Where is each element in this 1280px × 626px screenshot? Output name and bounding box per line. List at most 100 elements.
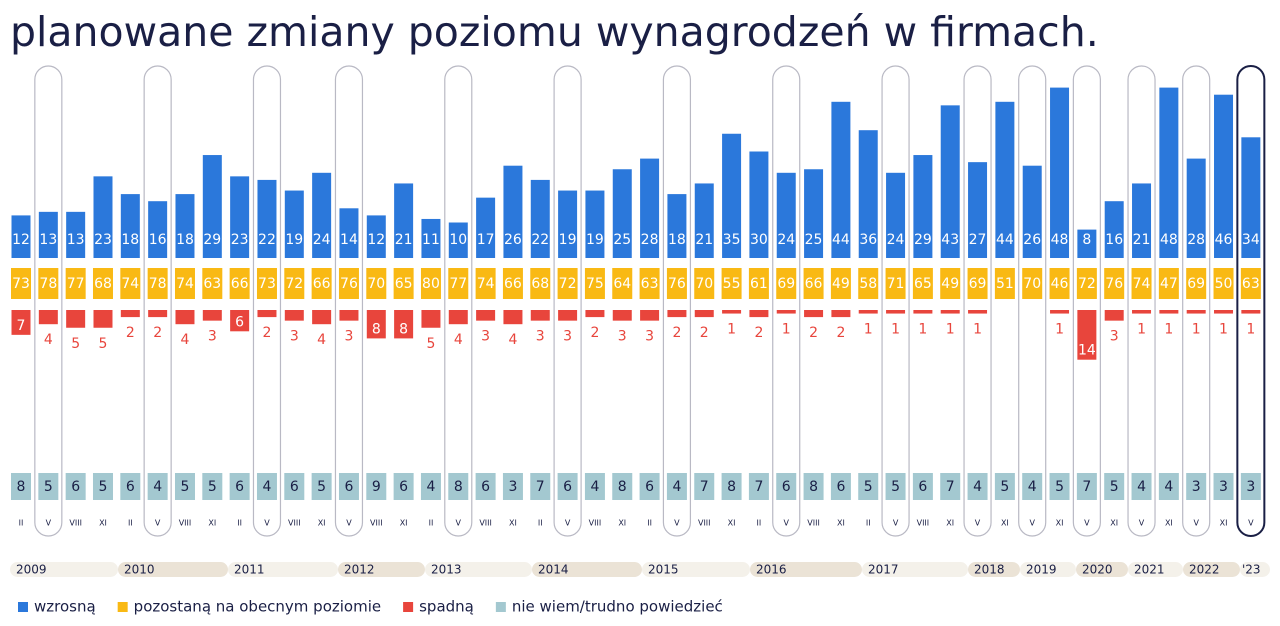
- value-label: 6: [126, 479, 135, 495]
- value-label: 14: [340, 232, 358, 248]
- value-label: 3: [344, 329, 353, 345]
- tile: [420, 473, 441, 500]
- bar: [1077, 229, 1097, 258]
- x-tick-label: VIII: [479, 519, 492, 528]
- value-label: 48: [1051, 232, 1069, 248]
- value-label: 47: [1160, 276, 1178, 292]
- value-label: 23: [231, 232, 249, 248]
- wave-outline: [963, 65, 992, 537]
- value-label: 26: [504, 232, 522, 248]
- x-tick-label: XI: [208, 519, 216, 528]
- value-label: 66: [504, 276, 522, 292]
- value-label: 64: [613, 276, 631, 292]
- value-label: 5: [426, 336, 435, 352]
- value-label: 22: [531, 232, 549, 248]
- value-label: 74: [121, 276, 139, 292]
- value-label: 55: [723, 276, 741, 292]
- year-band: [1128, 562, 1183, 577]
- value-label: 1: [782, 322, 791, 338]
- bar: [1241, 137, 1261, 258]
- bar: [175, 194, 195, 258]
- value-label: 1: [918, 322, 927, 338]
- tile: [202, 268, 223, 299]
- tile: [994, 473, 1015, 500]
- tile: [912, 473, 933, 500]
- bar: [913, 155, 933, 258]
- value-label: 29: [203, 232, 221, 248]
- bar: [749, 151, 769, 258]
- x-tick-label: II: [757, 519, 762, 528]
- value-label: 36: [859, 232, 877, 248]
- tile: [803, 268, 824, 299]
- value-label: 6: [782, 479, 791, 495]
- tile: [666, 268, 687, 299]
- value-label: 71: [887, 276, 905, 292]
- year-label: 2019: [1026, 563, 1057, 577]
- x-tick-label: V: [1248, 519, 1254, 528]
- value-label: 5: [1055, 479, 1064, 495]
- tile: [1186, 473, 1207, 500]
- x-tick-label: XI: [318, 519, 326, 528]
- tile: [967, 473, 988, 500]
- value-label: 3: [1192, 479, 1201, 495]
- value-label: 8: [399, 321, 408, 337]
- year-label: 2015: [648, 563, 679, 577]
- tile: [1131, 268, 1152, 299]
- bar: [1214, 310, 1234, 314]
- value-label: 77: [67, 276, 85, 292]
- value-label: 63: [203, 276, 221, 292]
- tile: [1049, 473, 1070, 500]
- value-label: 19: [586, 232, 604, 248]
- year-label: 2009: [16, 563, 47, 577]
- bar: [421, 218, 441, 258]
- bar: [694, 183, 714, 258]
- bar: [339, 208, 359, 258]
- bar: [284, 310, 304, 321]
- tile: [994, 268, 1015, 299]
- value-label: 6: [563, 479, 572, 495]
- value-label: 2: [153, 325, 162, 341]
- value-label: 70: [695, 276, 713, 292]
- x-tick-label: II: [19, 519, 24, 528]
- value-label: 65: [914, 276, 932, 292]
- value-label: 2: [754, 325, 763, 341]
- year-band: [750, 562, 862, 577]
- x-tick-label: XI: [509, 519, 517, 528]
- tile: [11, 473, 31, 500]
- value-label: 4: [1164, 479, 1173, 495]
- tile: [1213, 473, 1234, 500]
- x-tick-label: VIII: [288, 519, 301, 528]
- year-label: 2018: [974, 563, 1005, 577]
- value-label: 74: [176, 276, 194, 292]
- legend-swatch: [495, 602, 506, 612]
- legend-swatch: [117, 602, 128, 612]
- tile: [666, 473, 687, 500]
- value-label: 72: [1078, 276, 1096, 292]
- value-label: 25: [805, 232, 823, 248]
- value-label: 63: [1242, 276, 1260, 292]
- tile: [311, 268, 332, 299]
- value-label: 1: [946, 322, 955, 338]
- year-label: 2012: [344, 563, 375, 577]
- bar: [120, 194, 140, 258]
- value-label: 50: [1215, 276, 1233, 292]
- tile: [584, 268, 605, 299]
- year-label: 2011: [234, 563, 265, 577]
- x-tick-label: V: [1084, 519, 1090, 528]
- tile: [475, 473, 496, 500]
- tile: [420, 268, 441, 299]
- wave-outline: [1236, 65, 1266, 537]
- value-label: 4: [1028, 479, 1037, 495]
- x-tick-label: XI: [99, 519, 107, 528]
- tile: [803, 473, 824, 500]
- wave-outline: [662, 65, 692, 537]
- x-tick-label: VIII: [807, 519, 820, 528]
- tile: [694, 268, 715, 299]
- tile: [338, 473, 359, 500]
- value-label: 2: [263, 325, 272, 341]
- value-label: 69: [1187, 276, 1205, 292]
- bar: [66, 211, 86, 258]
- wave-outline: [34, 65, 63, 537]
- value-label: 4: [181, 332, 190, 348]
- value-label: 4: [973, 479, 982, 495]
